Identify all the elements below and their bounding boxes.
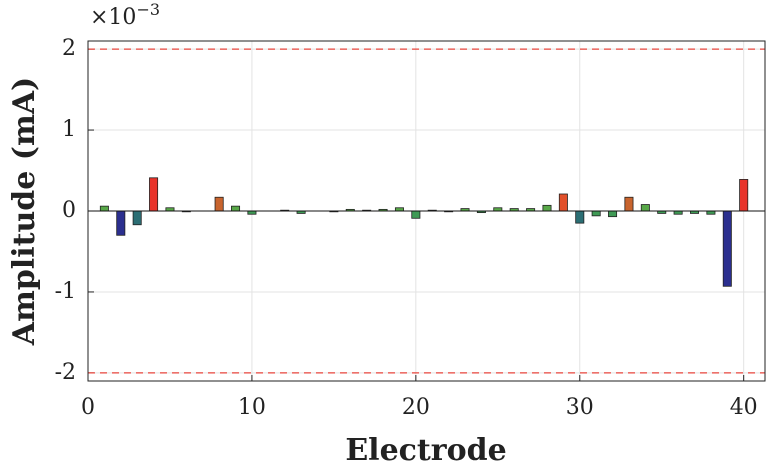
- bar: [608, 210, 618, 218]
- x-tick-label: 0: [81, 395, 95, 420]
- bar: [624, 196, 634, 212]
- x-tick-label: 20: [402, 395, 430, 420]
- bar: [722, 210, 732, 287]
- bar: [558, 193, 568, 212]
- bar: [640, 204, 650, 212]
- y-tick-label: -1: [55, 279, 76, 304]
- multiplier-exponent: −3: [136, 0, 160, 19]
- x-tick-label: 10: [238, 395, 266, 420]
- bar: [542, 204, 552, 212]
- bar: [411, 210, 421, 219]
- x-axis-label: Electrode: [345, 433, 506, 468]
- y-multiplier: ×10−3: [90, 0, 160, 30]
- multiplier-base: ×10: [90, 5, 136, 30]
- bar: [149, 177, 159, 212]
- x-tick-label: 40: [730, 395, 758, 420]
- y-axis-label: Amplitude (mA): [7, 77, 42, 346]
- bar: [231, 205, 241, 212]
- bar: [214, 196, 224, 212]
- bar: [132, 210, 142, 226]
- bar: [739, 179, 749, 212]
- plot-frame: [87, 40, 766, 382]
- bar: [575, 210, 585, 224]
- bar: [591, 210, 601, 217]
- y-tick-label: 2: [62, 36, 76, 61]
- bar: [99, 205, 109, 212]
- x-tick-label: 30: [566, 395, 594, 420]
- y-tick-label: 0: [62, 198, 76, 223]
- y-tick-label: -2: [55, 360, 76, 385]
- y-tick-label: 1: [62, 117, 76, 142]
- bar: [116, 210, 126, 236]
